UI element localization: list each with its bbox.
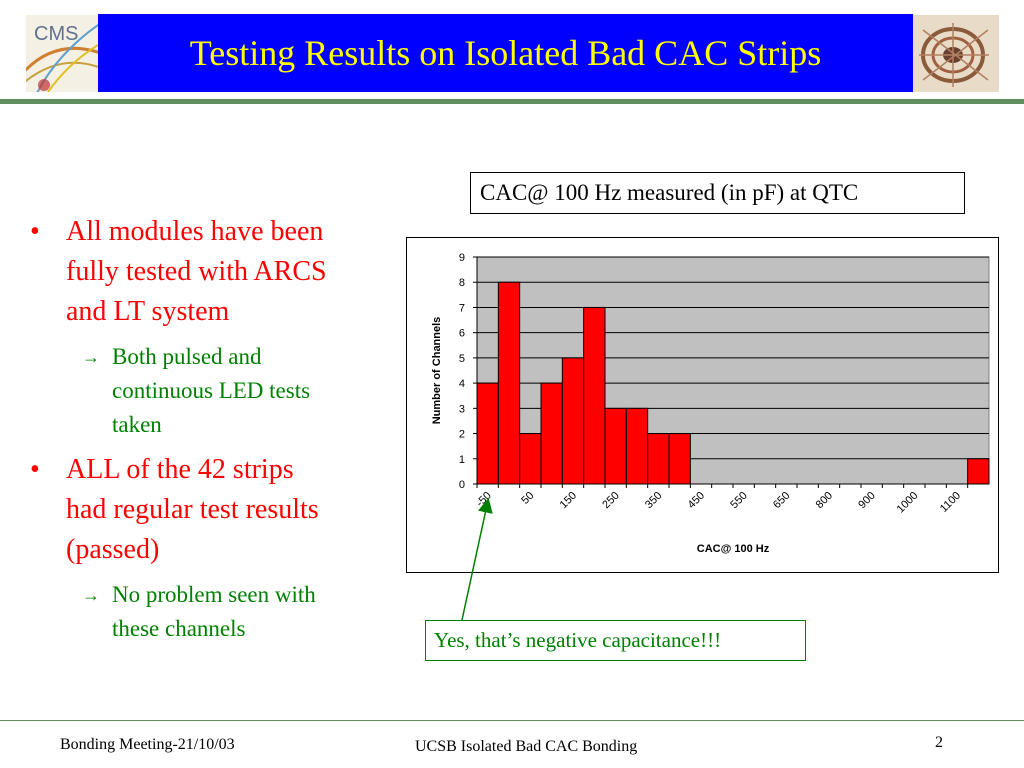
sub-bullet-line: Both pulsed and [112,344,262,369]
svg-text:CMS: CMS [34,23,78,45]
page-number: 2 [935,734,943,751]
title-bar: Testing Results on Isolated Bad CAC Stri… [98,14,913,92]
bullet-dot: • [30,216,40,247]
y-tick-label: 7 [459,302,465,314]
bullet-sub-1: → Both pulsed and continuous LED tests t… [28,340,400,442]
y-tick-label: 2 [459,429,465,441]
y-tick-label: 5 [459,353,465,365]
footer-divider [0,720,1024,721]
bullet-line: (passed) [66,534,160,565]
slide-title: Testing Results on Isolated Bad CAC Stri… [189,33,822,73]
footer-meeting: Bonding Meeting-21/10/03 [60,736,235,753]
arrow-icon: → [82,585,100,605]
sub-bullet-line: continuous LED tests [112,378,311,403]
y-tick-label: 8 [459,277,465,289]
bullet-list: • All modules have been fully tested wit… [28,212,400,646]
callout-arrow [461,497,493,621]
bullet-sub-2: → No problem seen with these channels [28,578,400,646]
y-tick-label: 1 [459,454,465,466]
y-tick-label: 0 [459,479,465,491]
bullet-line: fully tested with ARCS [66,256,327,287]
sub-bullet-line: these channels [112,616,246,641]
arrow-icon: → [82,347,100,367]
header-divider [0,99,1024,104]
detector-image [913,15,999,92]
y-tick-label: 3 [459,403,465,415]
x-axis-title: CAC@ 100 Hz [697,543,770,555]
bullet-line: ALL of the 42 strips [66,454,294,485]
y-tick-label: 6 [459,328,465,340]
y-axis-title: Number of Channels [431,317,443,425]
y-tick-label: 4 [459,378,465,390]
bullet-main-1: • All modules have been fully tested wit… [28,212,400,332]
footer-title: UCSB Isolated Bad CAC Bonding [415,738,638,755]
callout-box: Yes, that’s negative capacitance!!! [425,620,806,661]
bullet-line: had regular test results [66,494,319,525]
bullet-dot: • [30,454,40,485]
sub-bullet-line: taken [112,412,162,437]
sub-bullet-line: No problem seen with [112,582,316,607]
y-tick-label: 9 [459,252,465,264]
bullet-line: and LT system [66,296,230,327]
cms-logo: CMS [19,15,107,96]
bullet-line: All modules have been [66,216,324,247]
chart-caption-box: CAC@ 100 Hz measured (in pF) at QTC [470,172,965,214]
bullet-main-2: • ALL of the 42 strips had regular test … [28,450,400,570]
